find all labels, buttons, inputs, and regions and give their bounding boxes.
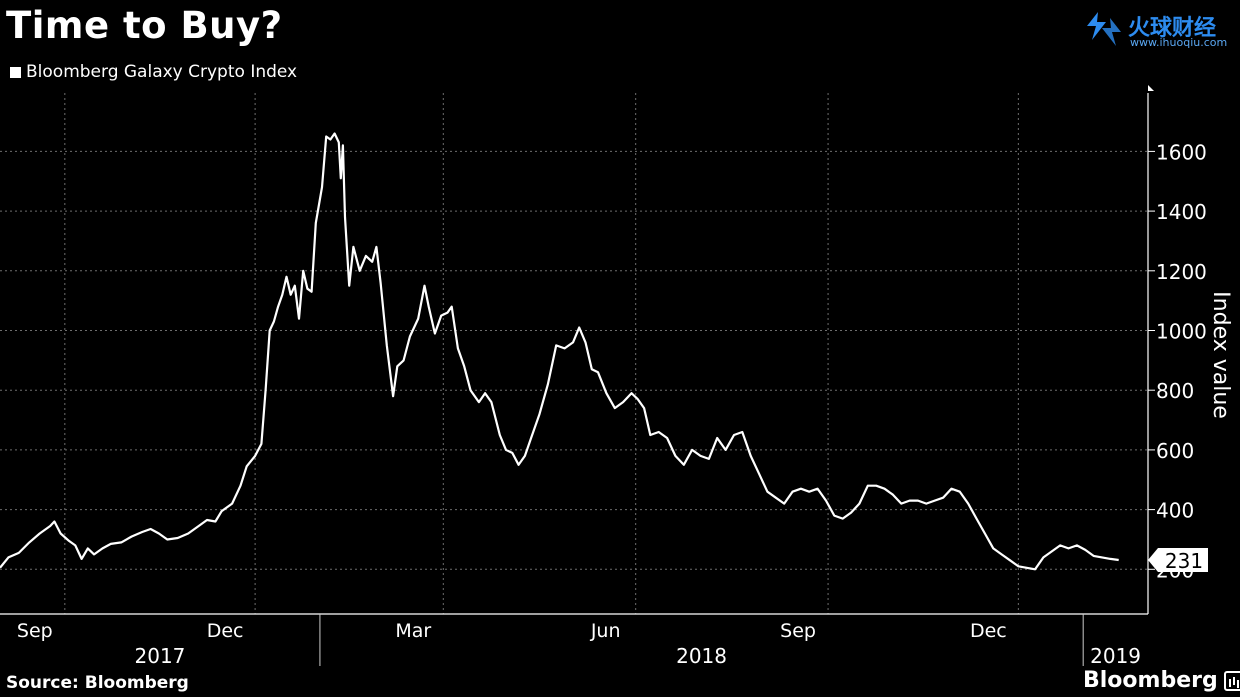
y-tick-label: 1400 — [1156, 200, 1207, 224]
y-tick-label: 1200 — [1156, 260, 1207, 284]
legend: Bloomberg Galaxy Crypto Index — [10, 62, 297, 82]
legend-label: Bloomberg Galaxy Crypto Index — [26, 62, 298, 82]
watermark-url: www.ihuoqiu.com — [1130, 36, 1228, 49]
x-tick-label: Sep — [780, 620, 816, 642]
watermark-name: 火球财经 — [1128, 16, 1217, 41]
year-label: 2019 — [1090, 644, 1141, 668]
x-tick-label: Mar — [395, 620, 431, 642]
last-value-box — [1148, 548, 1208, 573]
y-axis-arrow — [1148, 85, 1154, 91]
year-label: 2017 — [135, 644, 186, 668]
flame-logo-icon — [1087, 12, 1121, 46]
series-line-galaxy-index — [0, 132, 1119, 571]
grid-lines — [0, 93, 1148, 614]
y-tick-label: 400 — [1156, 499, 1194, 523]
x-axis: Sep Dec Mar Jun Sep Dec 2017 2018 2019 — [0, 613, 1148, 668]
bloomberg-chart-icon — [1223, 670, 1240, 691]
watermark-logo: 火球财经 www.ihuoqiu.com — [1084, 8, 1234, 50]
y-axis: 2004006008001000120014001600 — [1147, 85, 1207, 614]
last-value-text: 231 — [1165, 549, 1203, 573]
bloomberg-brand: Bloomberg — [1083, 668, 1240, 693]
x-tick-label: Dec — [970, 620, 1007, 642]
x-tick-label: Dec — [207, 620, 244, 642]
year-label: 2018 — [676, 644, 727, 668]
y-tick-label: 800 — [1156, 379, 1194, 403]
x-tick-label: Sep — [17, 620, 53, 642]
brand-label: Bloomberg — [1083, 668, 1218, 693]
source-note: Source: Bloomberg — [6, 673, 189, 693]
legend-swatch — [10, 66, 21, 78]
x-tick-label: Jun — [590, 620, 621, 642]
y-tick-label: 1000 — [1156, 320, 1207, 344]
chart-title: Time to Buy? — [6, 4, 283, 47]
y-axis-label: Index value — [1208, 291, 1233, 419]
y-tick-label: 1600 — [1156, 140, 1207, 164]
last-value-label: 231 — [1148, 548, 1208, 573]
y-tick-label: 600 — [1156, 439, 1194, 463]
